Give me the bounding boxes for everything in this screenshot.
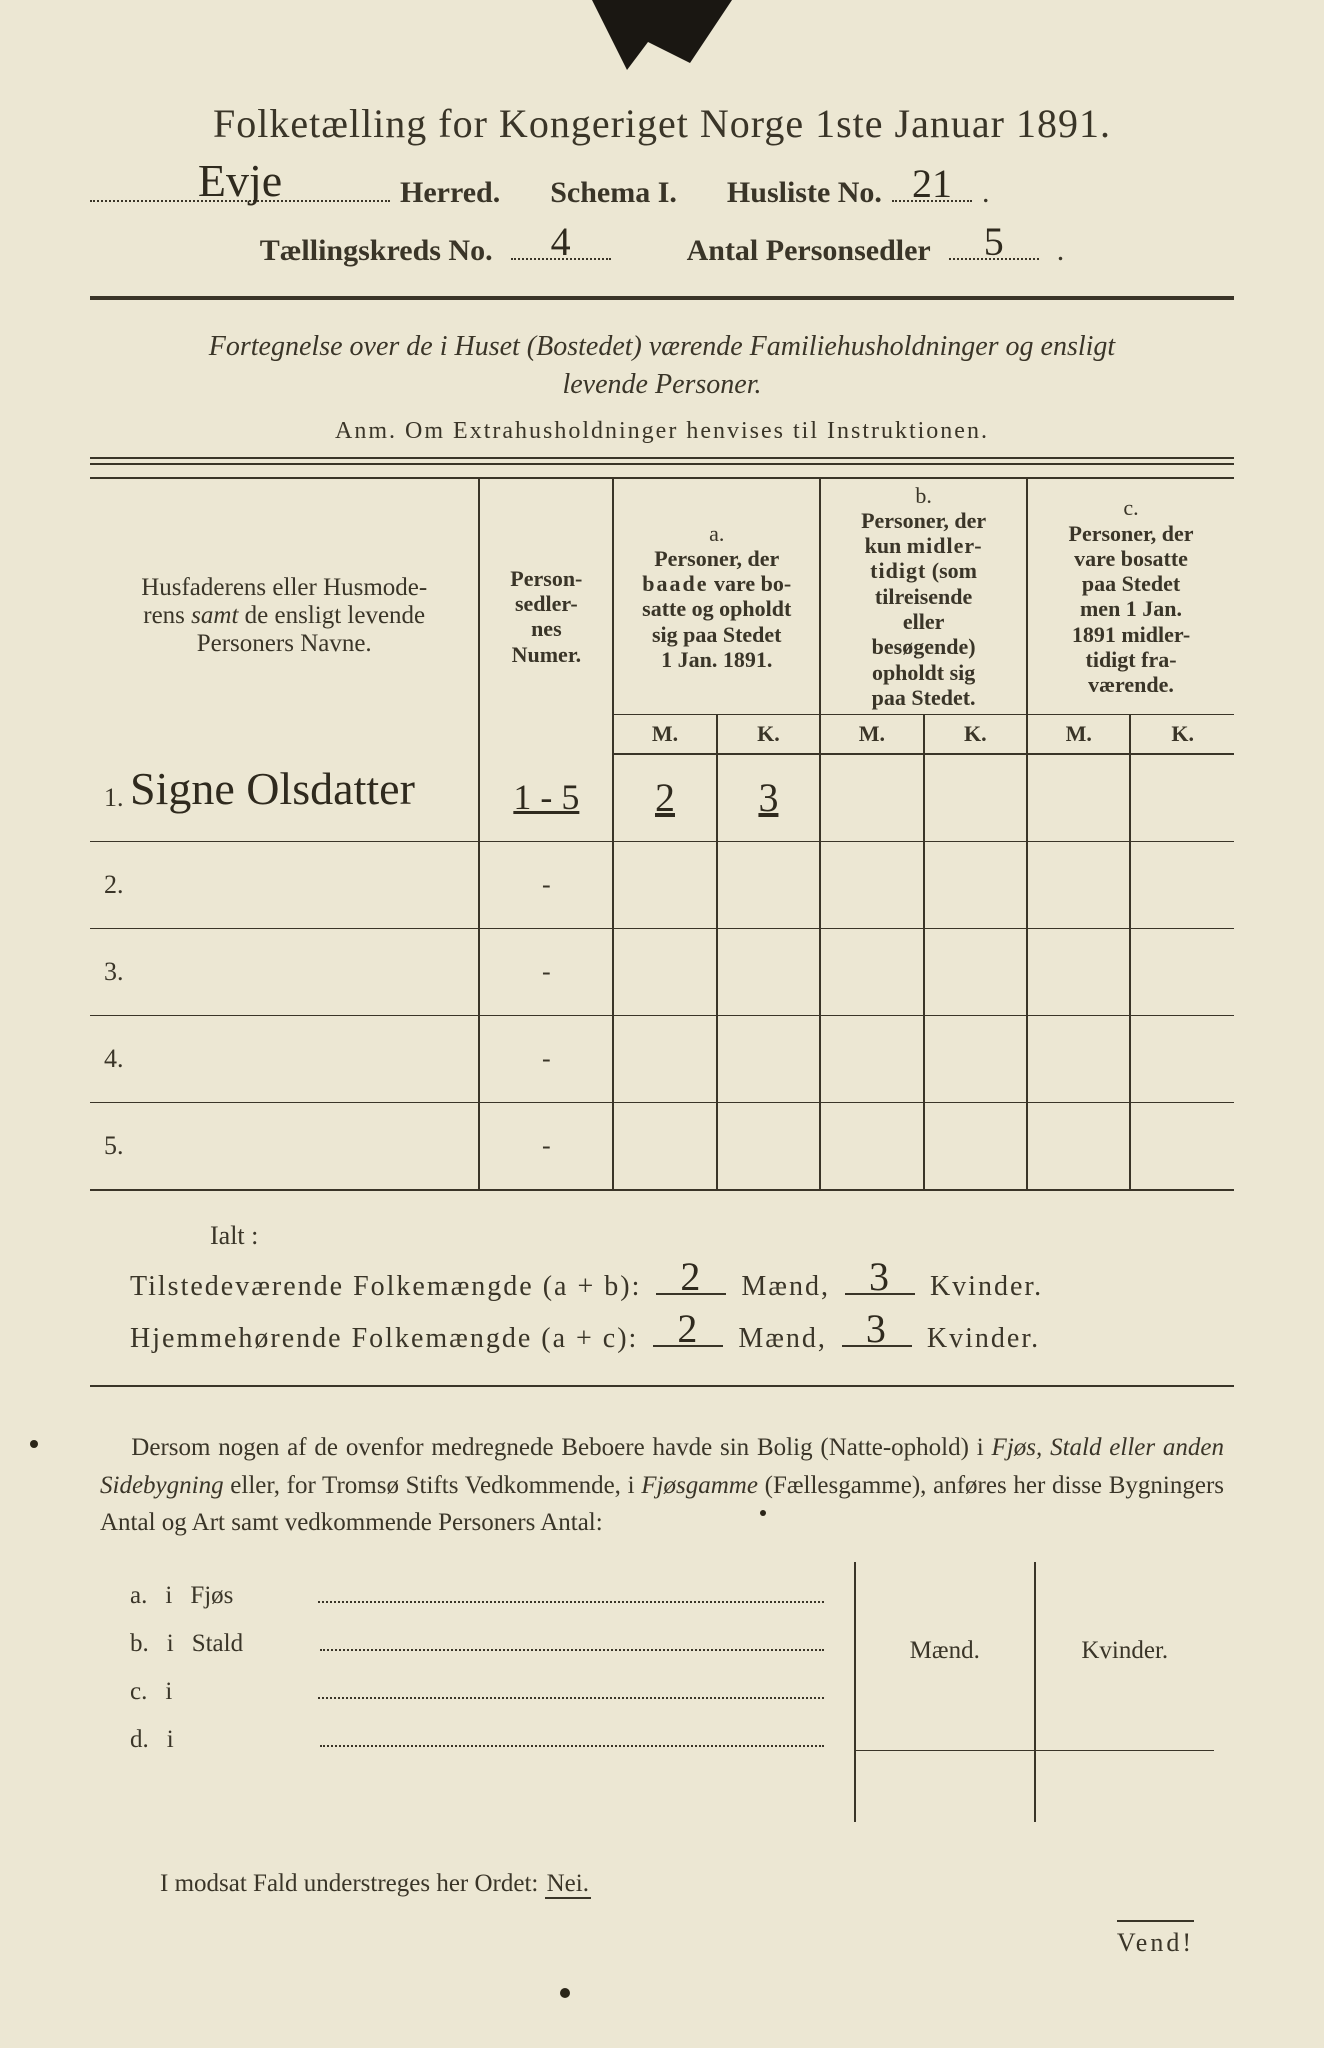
row-num: 4. [90,1016,479,1103]
census-form-page: Folketælling for Kongeriget Norge 1ste J… [0,0,1324,2048]
husliste-value: 21 [912,164,952,204]
a-m-cell: 2 [613,754,716,842]
c-k-cell [1130,754,1234,842]
table-row: 2. - [90,842,1234,929]
ink-speck [30,1440,38,1448]
b-m-cell [820,754,923,842]
buildings-paragraph: Dersom nogen af de ovenfor medregnede Be… [100,1429,1224,1542]
num-cell: - [479,929,613,1016]
ink-speck [760,1510,766,1516]
divider-double [90,457,1234,465]
mk-m: M. [820,715,923,755]
dotted-line [318,1672,824,1699]
total-field: 3 [842,1317,912,1347]
buildings-list: a. i Fjøs b. i Stald c. i d. i [130,1562,824,1822]
row-name-cell: 1. Signe Olsdatter [90,754,479,842]
page-title: Folketælling for Kongeriget Norge 1ste J… [90,100,1234,147]
a-k-cell: 3 [717,754,820,842]
row-num: 3. [90,929,479,1016]
divider [90,1385,1234,1387]
person-name: Signe Olsdatter [130,766,415,812]
census-table: Husfaderens eller Husmode-rens samt de e… [90,477,1234,1192]
kreds-row: Tællingskreds No. 4 Antal Personsedler 5… [90,224,1234,269]
table-row: 4. - [90,1016,1234,1103]
totals-line-2: Hjemmehørende Folkemængde (a + c): 2 Mæn… [130,1317,1234,1355]
building-row: a. i Fjøs [130,1576,824,1610]
intro-line2: levende Personer. [562,369,761,400]
table-row: 3. - [90,929,1234,1016]
b-k-cell [924,754,1027,842]
herred-value: Evje [198,158,282,204]
total-field: 3 [845,1265,915,1295]
row-num: 2. [90,842,479,929]
herred-label: Herred. [400,176,500,210]
antal-value: 5 [984,222,1004,262]
dotted-line [320,1624,824,1651]
kreds-value: 4 [551,222,571,262]
mk-m: M. [1027,715,1130,755]
building-row: c. i [130,1672,824,1706]
period: . [1057,234,1065,268]
antal-label: Antal Personsedler [687,234,931,268]
table-header-row: Husfaderens eller Husmode-rens samt de e… [90,478,1234,715]
col-c-header: c. Personer, dervare bosattepaa Stedetme… [1027,478,1234,715]
num-cell: 1 - 5 [479,754,613,842]
building-row: d. i [130,1720,824,1754]
nei-line: I modsat Fald understreges her Ordet: Ne… [160,1870,1234,1898]
buildings-count-table: Mænd. Kvinder. [854,1562,1214,1822]
col-num-header: Person-sedler-nesNumer. [479,478,613,755]
intro-line1: Fortegnelse over de i Huset (Bostedet) v… [209,331,1115,362]
anm-note: Anm. Om Extrahusholdninger henvises til … [90,418,1234,445]
ialt-label: Ialt : [210,1221,1234,1251]
c-m-cell [1027,754,1130,842]
table-row: 1. Signe Olsdatter 1 - 5 2 3 [90,754,1234,842]
col-maend: Mænd. [855,1562,1035,1751]
num-cell: - [479,1016,613,1103]
dotted-line [318,1576,824,1603]
building-row: b. i Stald [130,1624,824,1658]
herred-row: Evje Herred. Schema I. Husliste No. 21 . [90,165,1234,210]
antal-field: 5 [949,224,1039,261]
herred-field: Evje [90,165,390,202]
mk-k: K. [924,715,1027,755]
total-field: 2 [656,1265,726,1295]
num-cell: - [479,842,613,929]
row-num: 5. [90,1103,479,1191]
mk-m: M. [613,715,716,755]
mk-k: K. [717,715,820,755]
col-a-header: a. Personer, derbaade vare bo-satte og o… [613,478,820,715]
divider [90,296,1234,300]
vend-label: Vend! [1117,1920,1194,1958]
husliste-field: 21 [892,165,972,202]
mk-k: K. [1130,715,1234,755]
kreds-field: 4 [511,224,611,261]
kreds-label: Tællingskreds No. [260,234,493,268]
totals-line-1: Tilstedeværende Folkemængde (a + b): 2 M… [130,1265,1234,1303]
intro-text: Fortegnelse over de i Huset (Bostedet) v… [150,328,1174,404]
col-b-header: b. Personer, derkun midler-tidigt (somti… [820,478,1027,715]
schema-label: Schema I. [550,176,677,210]
torn-edge [592,0,732,70]
dotted-line [320,1720,824,1747]
period: . [982,176,990,210]
ink-speck [560,1988,570,1998]
col-kvinder: Kvinder. [1035,1562,1215,1751]
nei-word: Nei. [545,1870,591,1899]
buildings-block: a. i Fjøs b. i Stald c. i d. i [130,1562,1214,1822]
husliste-label: Husliste No. [727,176,882,210]
table-row: 5. - [90,1103,1234,1191]
num-cell: - [479,1103,613,1191]
total-field: 2 [653,1317,723,1347]
col-name-header: Husfaderens eller Husmode-rens samt de e… [90,478,479,755]
